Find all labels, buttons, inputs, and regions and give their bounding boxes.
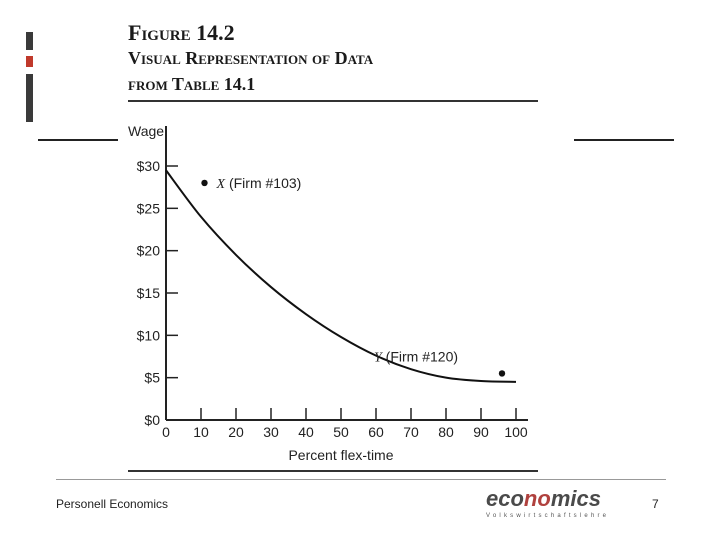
x-tick-label: 60	[368, 424, 384, 440]
wage-flextime-chart: $0 $5 $10 $15 $20 $25 $30 0 10 20 30 40 50 60 70 80 90 10…	[128, 123, 528, 463]
y-tick-label: $15	[137, 285, 161, 301]
point-y-firm-120	[498, 370, 506, 377]
figure-title-line1: Figure 14.2	[128, 20, 235, 45]
x-tick-label: 50	[333, 424, 349, 440]
y-tick-label: $5	[144, 370, 160, 386]
y-tick-label: $20	[137, 243, 161, 259]
footer-rule	[56, 479, 666, 480]
y-tick-label: $10	[137, 327, 161, 343]
x-tick-label: 80	[438, 424, 454, 440]
point-label-y: Y (Firm #120)	[374, 348, 458, 365]
x-tick-label: 40	[298, 424, 314, 440]
header-rule-right	[574, 139, 674, 141]
figure-scan: Figure 14.2 Visual Representation of Dat…	[120, 0, 572, 478]
x-tick-label: 0	[162, 424, 170, 440]
decorative-bar-bottom	[26, 74, 33, 122]
wage-curve-line	[165, 169, 517, 383]
figure-title-line3: from Table 14.1	[128, 74, 256, 94]
decorative-bar-red	[26, 56, 33, 67]
logo-wordmark: economics	[486, 486, 601, 511]
x-tick-label: 70	[403, 424, 419, 440]
decorative-bar-top	[26, 32, 33, 50]
footer-course-title: Personell Economics	[56, 497, 169, 511]
x-tick-label: 90	[473, 424, 489, 440]
point-x-firm-103	[201, 179, 208, 187]
x-tick-label: 10	[193, 424, 209, 440]
x-tick-label: 30	[263, 424, 279, 440]
header-rule-left	[38, 139, 118, 141]
x-tick-label: 100	[504, 424, 528, 440]
page-number: 7	[652, 497, 659, 511]
y-tick-label: $0	[144, 412, 160, 428]
figure-title-rule	[128, 100, 538, 102]
figure-bottom-rule	[128, 470, 538, 472]
logo-subtitle: Volkswirtschaftslehre	[486, 513, 610, 519]
y-tick-label: $30	[137, 158, 161, 174]
y-tick-label: $25	[137, 200, 161, 216]
figure-title-line2: Visual Representation of Data	[128, 48, 374, 68]
x-axis-label: Percent flex-time	[288, 447, 393, 463]
x-tick-label: 20	[228, 424, 244, 440]
point-label-x: X (Firm #103)	[216, 175, 302, 192]
y-axis-label: Wage	[128, 123, 164, 139]
economics-logo: economics Volkswirtschaftslehre	[486, 486, 626, 520]
